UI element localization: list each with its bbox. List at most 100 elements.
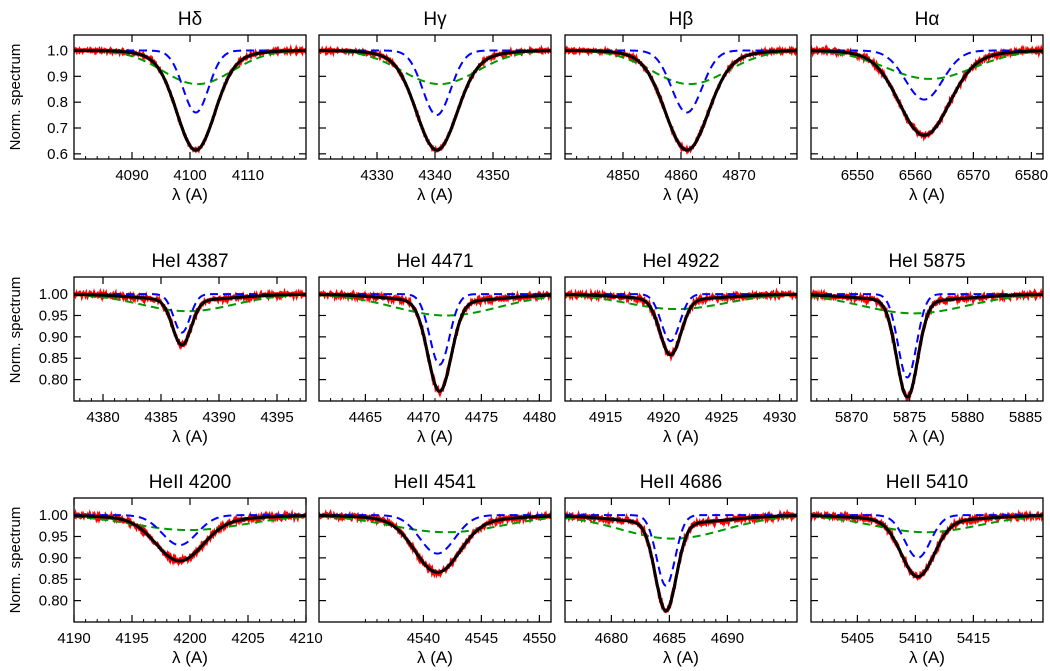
- y-axis-label-row-3: Norm. spectrum: [7, 507, 24, 614]
- observed-spectrum-line: [565, 44, 797, 156]
- component-1-line: [319, 49, 551, 117]
- plot-frame: [810, 276, 1044, 402]
- x-tick-label: 4915: [589, 409, 622, 426]
- x-tick-label: 4545: [465, 630, 498, 647]
- panel-6: HeI 4471 4465 4470 4475 4480 λ (A): [318, 251, 556, 446]
- component-2-line: [319, 49, 551, 86]
- x-tick-label: 5415: [957, 630, 990, 647]
- x-tick-label: 4350: [476, 167, 509, 184]
- component-2-line: [811, 515, 1043, 534]
- model-total-line: [565, 514, 797, 613]
- x-tick-label: 5410: [899, 630, 932, 647]
- y-tick-label: 1.00: [39, 507, 68, 524]
- x-tick-label: 6560: [899, 167, 932, 184]
- x-tick-label: 4475: [465, 409, 498, 426]
- y-tick-label: 0.80: [39, 372, 68, 389]
- component-2-line: [565, 293, 797, 311]
- y-tick-label: 1.00: [39, 286, 68, 303]
- x-tick-label: 4480: [523, 409, 556, 426]
- x-tick-label: 4850: [606, 167, 639, 184]
- component-2-line: [319, 294, 551, 317]
- model-total-line: [565, 292, 797, 357]
- x-tick-label: 5405: [841, 630, 874, 647]
- panel-title: HeI 4471: [396, 251, 473, 272]
- y-axis-label-row-1: Norm. spectrum: [7, 44, 24, 151]
- x-tick-label: 6580: [1015, 167, 1048, 184]
- plot-frame: [73, 276, 307, 402]
- x-axis-label: λ (A): [909, 427, 945, 446]
- y-tick-label: 0.85: [39, 571, 68, 588]
- panel-title: HeII 4541: [394, 472, 476, 493]
- component-2-line: [565, 49, 797, 86]
- panel-2: Hγ 4330 4340 4350 λ (A): [318, 9, 552, 204]
- x-tick-label: 4385: [144, 409, 177, 426]
- x-axis-label: λ (A): [663, 427, 699, 446]
- observed-spectrum-line: [811, 287, 1043, 401]
- y-tick-label: 0.7: [47, 120, 68, 137]
- component-1-line: [74, 49, 306, 114]
- x-tick-label: 5870: [835, 409, 868, 426]
- observed-spectrum-line: [74, 508, 306, 567]
- model-total-line: [811, 49, 1043, 137]
- panel-title: Hα: [915, 9, 940, 30]
- y-tick-label: 0.90: [39, 329, 68, 346]
- x-axis-label: λ (A): [172, 648, 208, 667]
- y-tick-label: 0.6: [47, 146, 68, 163]
- x-tick-label: 4860: [664, 167, 697, 184]
- x-tick-label: 4685: [653, 630, 686, 647]
- x-tick-label: 4330: [360, 167, 393, 184]
- x-tick-label: 4100: [173, 167, 206, 184]
- x-axis-label: λ (A): [417, 427, 453, 446]
- observed-spectrum-line: [565, 287, 797, 362]
- x-tick-label: 4465: [349, 409, 382, 426]
- x-axis-label: λ (A): [172, 185, 208, 204]
- component-1-line: [319, 293, 551, 366]
- y-tick-label: 0.9: [47, 68, 68, 85]
- y-axis-label-row-2: Norm. spectrum: [7, 277, 24, 384]
- component-2-line: [74, 293, 306, 313]
- panel-title: HeII 5410: [886, 472, 968, 493]
- x-tick-label: 4930: [763, 409, 796, 426]
- y-tick-label: 0.95: [39, 528, 68, 545]
- y-tick-label: 1.0: [47, 43, 68, 60]
- observed-spectrum-line: [565, 508, 797, 614]
- panel-title: HeI 4922: [642, 251, 719, 272]
- model-total-line: [319, 49, 551, 152]
- model-total-line: [565, 49, 797, 152]
- x-tick-label: 4200: [173, 630, 206, 647]
- model-total-line: [811, 514, 1043, 579]
- x-tick-label: 4395: [260, 409, 293, 426]
- observed-spectrum-line: [74, 43, 306, 154]
- x-tick-label: 5875: [893, 409, 926, 426]
- panel-title: HeI 4387: [151, 251, 228, 272]
- panel-4: Hα 6550 6560 6570 6580 λ (A): [810, 9, 1048, 204]
- x-axis-label: λ (A): [663, 648, 699, 667]
- model-total-line: [74, 514, 306, 563]
- observed-spectrum-line: [811, 44, 1043, 142]
- panel-title: HeII 4686: [640, 472, 722, 493]
- x-tick-label: 4205: [231, 630, 264, 647]
- x-axis-label: λ (A): [172, 427, 208, 446]
- panel-title: Hδ: [178, 9, 202, 30]
- x-tick-label: 4195: [115, 630, 148, 647]
- component-1-line: [319, 514, 551, 555]
- model-total-line: [74, 292, 306, 347]
- panel-10: HeII 4541 4540 4545 4550 λ (A): [318, 472, 556, 667]
- x-axis-label: λ (A): [663, 185, 699, 204]
- x-tick-label: 4110: [232, 167, 264, 184]
- panel-1: Hδ 4090 4100 4110 0.6 0.7 0.8 0.9 1.0 λ (A): [47, 9, 307, 204]
- component-1-line: [565, 49, 797, 114]
- component-1-line: [811, 514, 1043, 559]
- component-2-line: [565, 515, 797, 540]
- panel-3: Hβ 4850 4860 4870 λ (A): [564, 9, 798, 204]
- component-2-line: [811, 50, 1043, 80]
- panel-title: Hγ: [423, 9, 447, 30]
- x-tick-label: 4680: [595, 630, 628, 647]
- panel-title: HeI 5875: [888, 251, 965, 272]
- x-tick-label: 4390: [202, 409, 235, 426]
- component-2-line: [74, 49, 306, 86]
- panel-title: Hβ: [669, 9, 694, 30]
- x-tick-label: 6550: [841, 167, 874, 184]
- x-tick-label: 4210: [289, 630, 322, 647]
- x-tick-label: 6570: [957, 167, 990, 184]
